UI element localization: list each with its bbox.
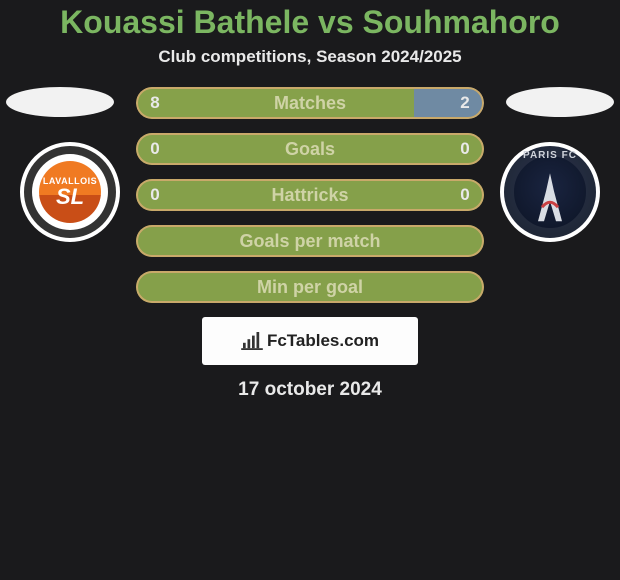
watermark: FcTables.com [202,317,418,365]
stat-row: 8Matches2 [136,87,484,119]
stat-label: Min per goal [136,277,484,298]
stat-label: Goals [136,139,484,160]
club-badge-left: LAVALLOIS SL [20,142,120,242]
stat-row: Min per goal [136,271,484,303]
player-avatar-left [6,87,114,117]
stat-value-right: 2 [446,93,484,113]
stat-bars: 8Matches20Goals00Hattricks0Goals per mat… [136,87,484,303]
stat-label: Goals per match [136,231,484,252]
date-text: 17 october 2024 [0,379,620,401]
subtitle: Club competitions, Season 2024/2025 [0,47,620,67]
stat-label: Matches [136,93,484,114]
stat-row: Goals per match [136,225,484,257]
stat-row: 0Goals0 [136,133,484,165]
stat-label: Hattricks [136,185,484,206]
comparison-area: LAVALLOIS SL PARIS FC 8Matches20Goals00H… [0,87,620,401]
page-title: Kouassi Bathele vs Souhmahoro [0,0,620,41]
badge-left-abbr: SL [56,186,84,208]
player-avatar-right [506,87,614,117]
stat-row: 0Hattricks0 [136,179,484,211]
stat-value-right: 0 [446,185,484,205]
badge-right-text: PARIS FC [500,150,600,161]
chart-icon [241,332,263,350]
stat-value-right: 0 [446,139,484,159]
eiffel-icon [530,171,570,223]
club-badge-right: PARIS FC [500,142,600,242]
watermark-text: FcTables.com [267,331,379,351]
